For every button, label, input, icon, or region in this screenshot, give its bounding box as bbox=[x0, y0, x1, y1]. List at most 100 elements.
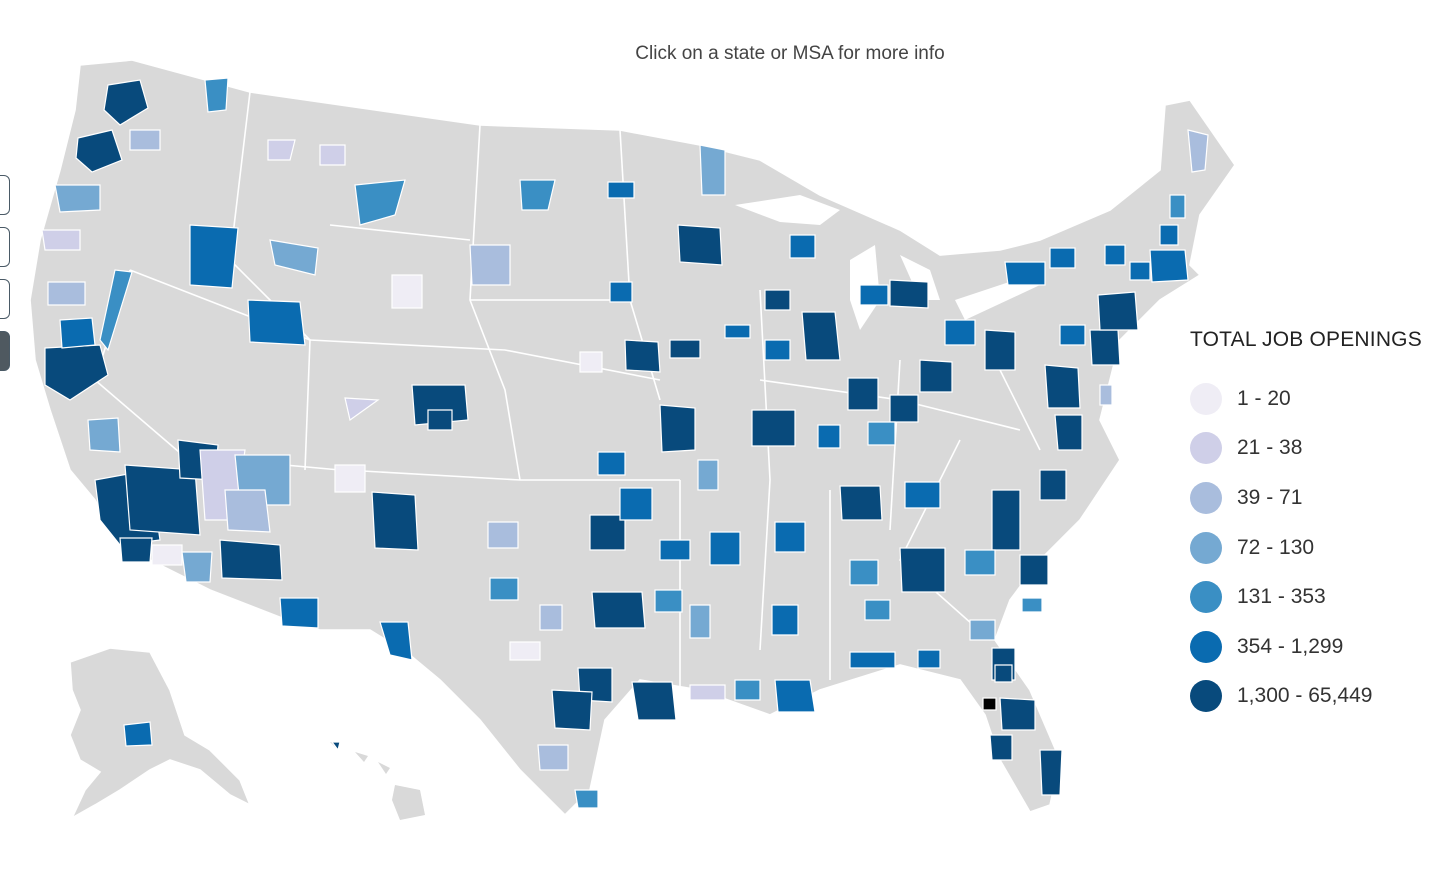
msa-indianapolis[interactable] bbox=[847, 377, 879, 411]
zoom-control-4[interactable] bbox=[0, 331, 10, 371]
legend-item-4[interactable]: 72 - 130 bbox=[1190, 523, 1450, 573]
msa-miami[interactable] bbox=[1039, 749, 1063, 796]
msa-savannah[interactable] bbox=[969, 619, 996, 641]
msa-phoenix[interactable] bbox=[219, 539, 283, 581]
msa-dc[interactable] bbox=[1044, 364, 1081, 409]
msa-mobile[interactable] bbox=[849, 651, 896, 669]
msa-new-orleans[interactable] bbox=[774, 679, 816, 713]
msa-santa-fe[interactable] bbox=[344, 397, 380, 422]
msa-columbia[interactable] bbox=[1019, 554, 1049, 586]
msa-corpus-christi[interactable] bbox=[537, 744, 569, 771]
msa-knoxville[interactable] bbox=[904, 481, 941, 509]
msa-buffalo[interactable] bbox=[1004, 261, 1046, 286]
msa-rapid-city[interactable] bbox=[469, 244, 511, 286]
msa-grand-junction[interactable] bbox=[334, 464, 366, 493]
msa-memphis[interactable] bbox=[774, 521, 806, 553]
msa-boston[interactable] bbox=[1149, 249, 1189, 283]
msa-bangor[interactable] bbox=[1187, 129, 1209, 173]
msa-norfolk[interactable] bbox=[1099, 384, 1113, 406]
msa-orlando[interactable] bbox=[999, 697, 1036, 731]
msa-lexington[interactable] bbox=[867, 421, 896, 446]
msa-salt-lake[interactable] bbox=[247, 299, 306, 346]
msa-charlotte[interactable] bbox=[991, 489, 1021, 551]
msa-philadelphia[interactable] bbox=[1089, 329, 1121, 366]
alaska[interactable] bbox=[69, 647, 252, 820]
msa-iowa-city[interactable] bbox=[724, 324, 751, 339]
msa-albuquerque[interactable] bbox=[371, 491, 419, 551]
msa-montgomery[interactable] bbox=[864, 599, 891, 621]
zoom-control-3[interactable] bbox=[0, 279, 10, 319]
msa-tampa[interactable] bbox=[982, 697, 997, 711]
msa-new-york[interactable] bbox=[1097, 291, 1139, 331]
msa-amarillo[interactable] bbox=[489, 577, 519, 601]
msa-abilene[interactable] bbox=[539, 604, 563, 631]
msa-minneapolis[interactable] bbox=[677, 224, 723, 266]
msa-raleigh[interactable] bbox=[1039, 469, 1067, 501]
msa-prescott[interactable] bbox=[224, 489, 271, 533]
msa-albany[interactable] bbox=[1104, 244, 1126, 266]
msa-charleston[interactable] bbox=[1021, 597, 1043, 613]
zoom-control-1[interactable] bbox=[0, 175, 10, 215]
msa-hartford[interactable] bbox=[1129, 261, 1151, 281]
msa-tyler[interactable] bbox=[654, 589, 683, 613]
msa-houston[interactable] bbox=[631, 681, 677, 721]
msa-anchorage[interactable] bbox=[123, 721, 153, 747]
msa-lake-charles[interactable] bbox=[689, 684, 726, 701]
legend-item-2[interactable]: 21 - 38 bbox=[1190, 424, 1450, 474]
msa-missoula[interactable] bbox=[269, 239, 319, 276]
msa-atlanta[interactable] bbox=[899, 547, 946, 593]
msa-tulsa[interactable] bbox=[619, 487, 653, 521]
msa-shreveport[interactable] bbox=[659, 539, 691, 561]
msa-jackson[interactable] bbox=[689, 604, 711, 639]
msa-san-diego[interactable] bbox=[119, 537, 153, 563]
msa-riverside[interactable] bbox=[124, 464, 201, 536]
msa-kansas-city[interactable] bbox=[659, 404, 696, 453]
msa-seattle[interactable] bbox=[103, 79, 149, 126]
msa-columbus[interactable] bbox=[919, 359, 953, 393]
msa-madison[interactable] bbox=[789, 234, 816, 259]
msa-greenville[interactable] bbox=[964, 549, 996, 576]
msa-lubbock[interactable] bbox=[487, 521, 519, 549]
msa-honolulu[interactable] bbox=[330, 741, 341, 752]
msa-nashville[interactable] bbox=[839, 485, 883, 521]
msa-billings[interactable] bbox=[354, 179, 406, 226]
msa-spokane[interactable] bbox=[204, 77, 229, 113]
msa-fargo[interactable] bbox=[607, 181, 635, 199]
zoom-control-2[interactable] bbox=[0, 227, 10, 267]
msa-chicago[interactable] bbox=[801, 311, 841, 361]
msa-gainesville[interactable] bbox=[994, 664, 1013, 683]
msa-little-rock[interactable] bbox=[709, 531, 741, 566]
msa-sacramento[interactable] bbox=[59, 317, 96, 349]
msa-reno[interactable] bbox=[99, 269, 133, 352]
msa-san-antonio[interactable] bbox=[551, 689, 593, 731]
msa-milwaukee[interactable] bbox=[764, 289, 791, 311]
msa-el-centro[interactable] bbox=[151, 544, 183, 566]
msa-brownsville[interactable] bbox=[574, 789, 599, 809]
msa-huntsville[interactable] bbox=[849, 559, 879, 586]
msa-tucson[interactable] bbox=[279, 597, 319, 629]
msa-dallas[interactable] bbox=[591, 591, 646, 629]
msa-oklahoma-city[interactable] bbox=[589, 514, 626, 551]
msa-des-moines[interactable] bbox=[669, 339, 701, 359]
legend-item-7[interactable]: 1,300 - 65,449 bbox=[1190, 672, 1450, 722]
msa-fort-myers[interactable] bbox=[989, 734, 1013, 761]
msa-fresno[interactable] bbox=[87, 417, 121, 453]
msa-bismarck[interactable] bbox=[519, 179, 556, 211]
msa-redding[interactable] bbox=[47, 281, 86, 306]
msa-cincinnati[interactable] bbox=[889, 394, 919, 423]
legend-item-6[interactable]: 354 - 1,299 bbox=[1190, 622, 1450, 672]
msa-eugene[interactable] bbox=[54, 184, 101, 213]
msa-detroit[interactable] bbox=[889, 279, 929, 309]
msa-omaha[interactable] bbox=[624, 339, 661, 373]
msa-midland[interactable] bbox=[509, 641, 541, 661]
msa-tallahassee[interactable] bbox=[917, 649, 941, 669]
msa-helena[interactable] bbox=[319, 144, 346, 166]
msa-st-louis[interactable] bbox=[751, 409, 796, 447]
msa-el-paso[interactable] bbox=[379, 621, 413, 661]
msa-portland-me[interactable] bbox=[1169, 194, 1186, 219]
msa-gr-falls[interactable] bbox=[267, 139, 296, 161]
msa-baton-rouge[interactable] bbox=[734, 679, 761, 701]
msa-wichita[interactable] bbox=[597, 451, 626, 476]
legend-item-5[interactable]: 131 - 353 bbox=[1190, 572, 1450, 622]
msa-cleveland[interactable] bbox=[944, 319, 976, 346]
